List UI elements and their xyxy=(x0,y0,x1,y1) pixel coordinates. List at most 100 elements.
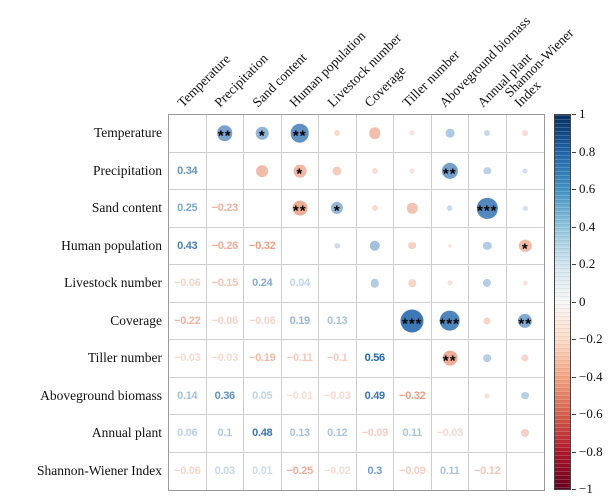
correlation-value: −0.01 xyxy=(286,389,314,402)
correlation-circle xyxy=(216,125,233,142)
matrix-cell: −0.15 xyxy=(206,265,244,303)
matrix-cell: 0.13 xyxy=(281,415,319,453)
correlation-circle xyxy=(290,123,310,143)
correlation-circle xyxy=(439,310,461,332)
significance-stars: * xyxy=(333,202,341,220)
significance-stars: * xyxy=(521,240,529,258)
row-label: Temperature xyxy=(93,125,162,140)
correlation-circle xyxy=(371,205,378,212)
matrix-cell: −0.03 xyxy=(206,340,244,378)
correlation-value: 0.05 xyxy=(252,389,273,402)
correlation-value: 0.36 xyxy=(214,389,236,402)
matrix-cell: −0.25 xyxy=(282,452,319,490)
matrix-cell xyxy=(506,378,544,415)
colorbar-tick-mark xyxy=(572,264,576,265)
matrix-cell: −0.06 xyxy=(169,452,207,490)
matrix-cell: * xyxy=(244,115,282,153)
matrix-cell: 0.05 xyxy=(244,377,282,415)
correlation-value: −0.03 xyxy=(436,427,464,440)
significance-stars: *** xyxy=(401,315,423,333)
correlation-value: 0.11 xyxy=(402,427,423,440)
correlation-circle xyxy=(483,279,492,288)
correlation-value: −0.22 xyxy=(174,314,201,327)
colorbar-tick-label: −0.4 xyxy=(579,368,603,384)
matrix-cell xyxy=(281,227,319,265)
matrix-cell: 0.25 xyxy=(169,190,207,228)
matrix-cell: −0.23 xyxy=(206,190,244,228)
matrix-cell: −0.19 xyxy=(244,340,282,378)
matrix-cell: ** xyxy=(431,340,469,378)
matrix-cell xyxy=(319,152,357,190)
matrix-cell xyxy=(394,265,432,303)
matrix-cell xyxy=(394,115,432,153)
matrix-cell: −0.22 xyxy=(169,302,207,340)
matrix-cell: 0.14 xyxy=(169,377,207,415)
correlation-circle xyxy=(519,239,532,252)
correlation-circle xyxy=(256,164,269,177)
correlation-circle xyxy=(400,309,424,333)
row-label: Tiller number xyxy=(87,350,162,365)
correlation-value: 0.3 xyxy=(367,465,383,478)
matrix-cell xyxy=(206,152,244,190)
matrix-cell: 0.01 xyxy=(244,452,282,490)
matrix-cell xyxy=(506,115,544,153)
matrix-cell: −0.06 xyxy=(169,265,207,303)
correlation-value: −0.32 xyxy=(399,389,426,402)
correlation-circle xyxy=(408,241,417,250)
colorbar-tick-mark xyxy=(572,189,576,190)
matrix-cell xyxy=(244,190,282,228)
correlation-circle xyxy=(331,202,344,215)
matrix-cell: −0.03 xyxy=(169,340,207,378)
correlation-value: 0.34 xyxy=(177,164,198,177)
significance-stars: *** xyxy=(439,315,461,333)
matrix-cell xyxy=(506,265,544,303)
matrix-cell: 0.24 xyxy=(244,265,282,303)
correlation-circle xyxy=(522,280,528,286)
matrix-cell: −0.32 xyxy=(394,377,432,415)
correlation-circle xyxy=(256,127,269,140)
correlation-value: −0.09 xyxy=(361,427,389,440)
correlation-value: −0.19 xyxy=(249,352,276,365)
correlation-value: 0.04 xyxy=(289,277,311,290)
colorbar-tick-mark xyxy=(572,339,576,340)
matrix-cell xyxy=(506,340,544,378)
significance-stars: ** xyxy=(292,127,307,145)
colorbar-tick-mark xyxy=(572,376,576,378)
correlation-value: −0.1 xyxy=(326,352,348,365)
correlation-value: 0.56 xyxy=(364,352,386,365)
correlation-value: −0.06 xyxy=(174,465,201,478)
matrix-cell: −0.1 xyxy=(319,340,357,378)
matrix-cell: 0.19 xyxy=(281,302,319,340)
correlation-circle xyxy=(334,130,341,137)
colorbar-tick-label: 0.4 xyxy=(579,218,596,234)
colorbar-tick-label: 0 xyxy=(579,293,586,309)
correlation-value: 0.03 xyxy=(214,465,236,478)
matrix-grid: ** * ** 0.34 * ** 0.25 −0.23 ** * *** 0.43 −0.26 −0.3… xyxy=(168,114,545,491)
matrix-cell: 0.03 xyxy=(207,452,244,490)
row-label: Coverage xyxy=(110,312,162,328)
matrix-cell: *** xyxy=(431,302,469,340)
correlation-circle xyxy=(409,130,415,136)
matrix-cell: −0.03 xyxy=(431,415,469,453)
significance-stars: ** xyxy=(518,315,533,333)
correlation-circle xyxy=(442,350,458,366)
matrix-cell: 0.12 xyxy=(319,415,357,453)
correlation-value: 0.1 xyxy=(217,427,233,440)
matrix-cell: −0.11 xyxy=(281,340,319,378)
colorbar-tick-label: 0.2 xyxy=(579,256,596,271)
colorbar-tick-label: 0.8 xyxy=(579,143,596,159)
correlation-circle xyxy=(409,168,415,174)
colorbar-tick-mark xyxy=(572,489,576,490)
matrix-cell: * xyxy=(281,152,319,190)
matrix-cell xyxy=(356,302,394,340)
matrix-cell xyxy=(469,415,507,453)
matrix-cell xyxy=(431,115,469,153)
correlation-value: −0.06 xyxy=(249,314,276,327)
correlation-value: 0.13 xyxy=(327,314,348,327)
matrix-cell: 0.36 xyxy=(206,377,244,415)
correlation-value: 0.48 xyxy=(252,427,273,440)
correlation-circle xyxy=(369,127,381,139)
correlation-value: 0.01 xyxy=(252,465,273,478)
matrix-cell xyxy=(356,190,394,228)
significance-stars: ** xyxy=(442,165,457,183)
